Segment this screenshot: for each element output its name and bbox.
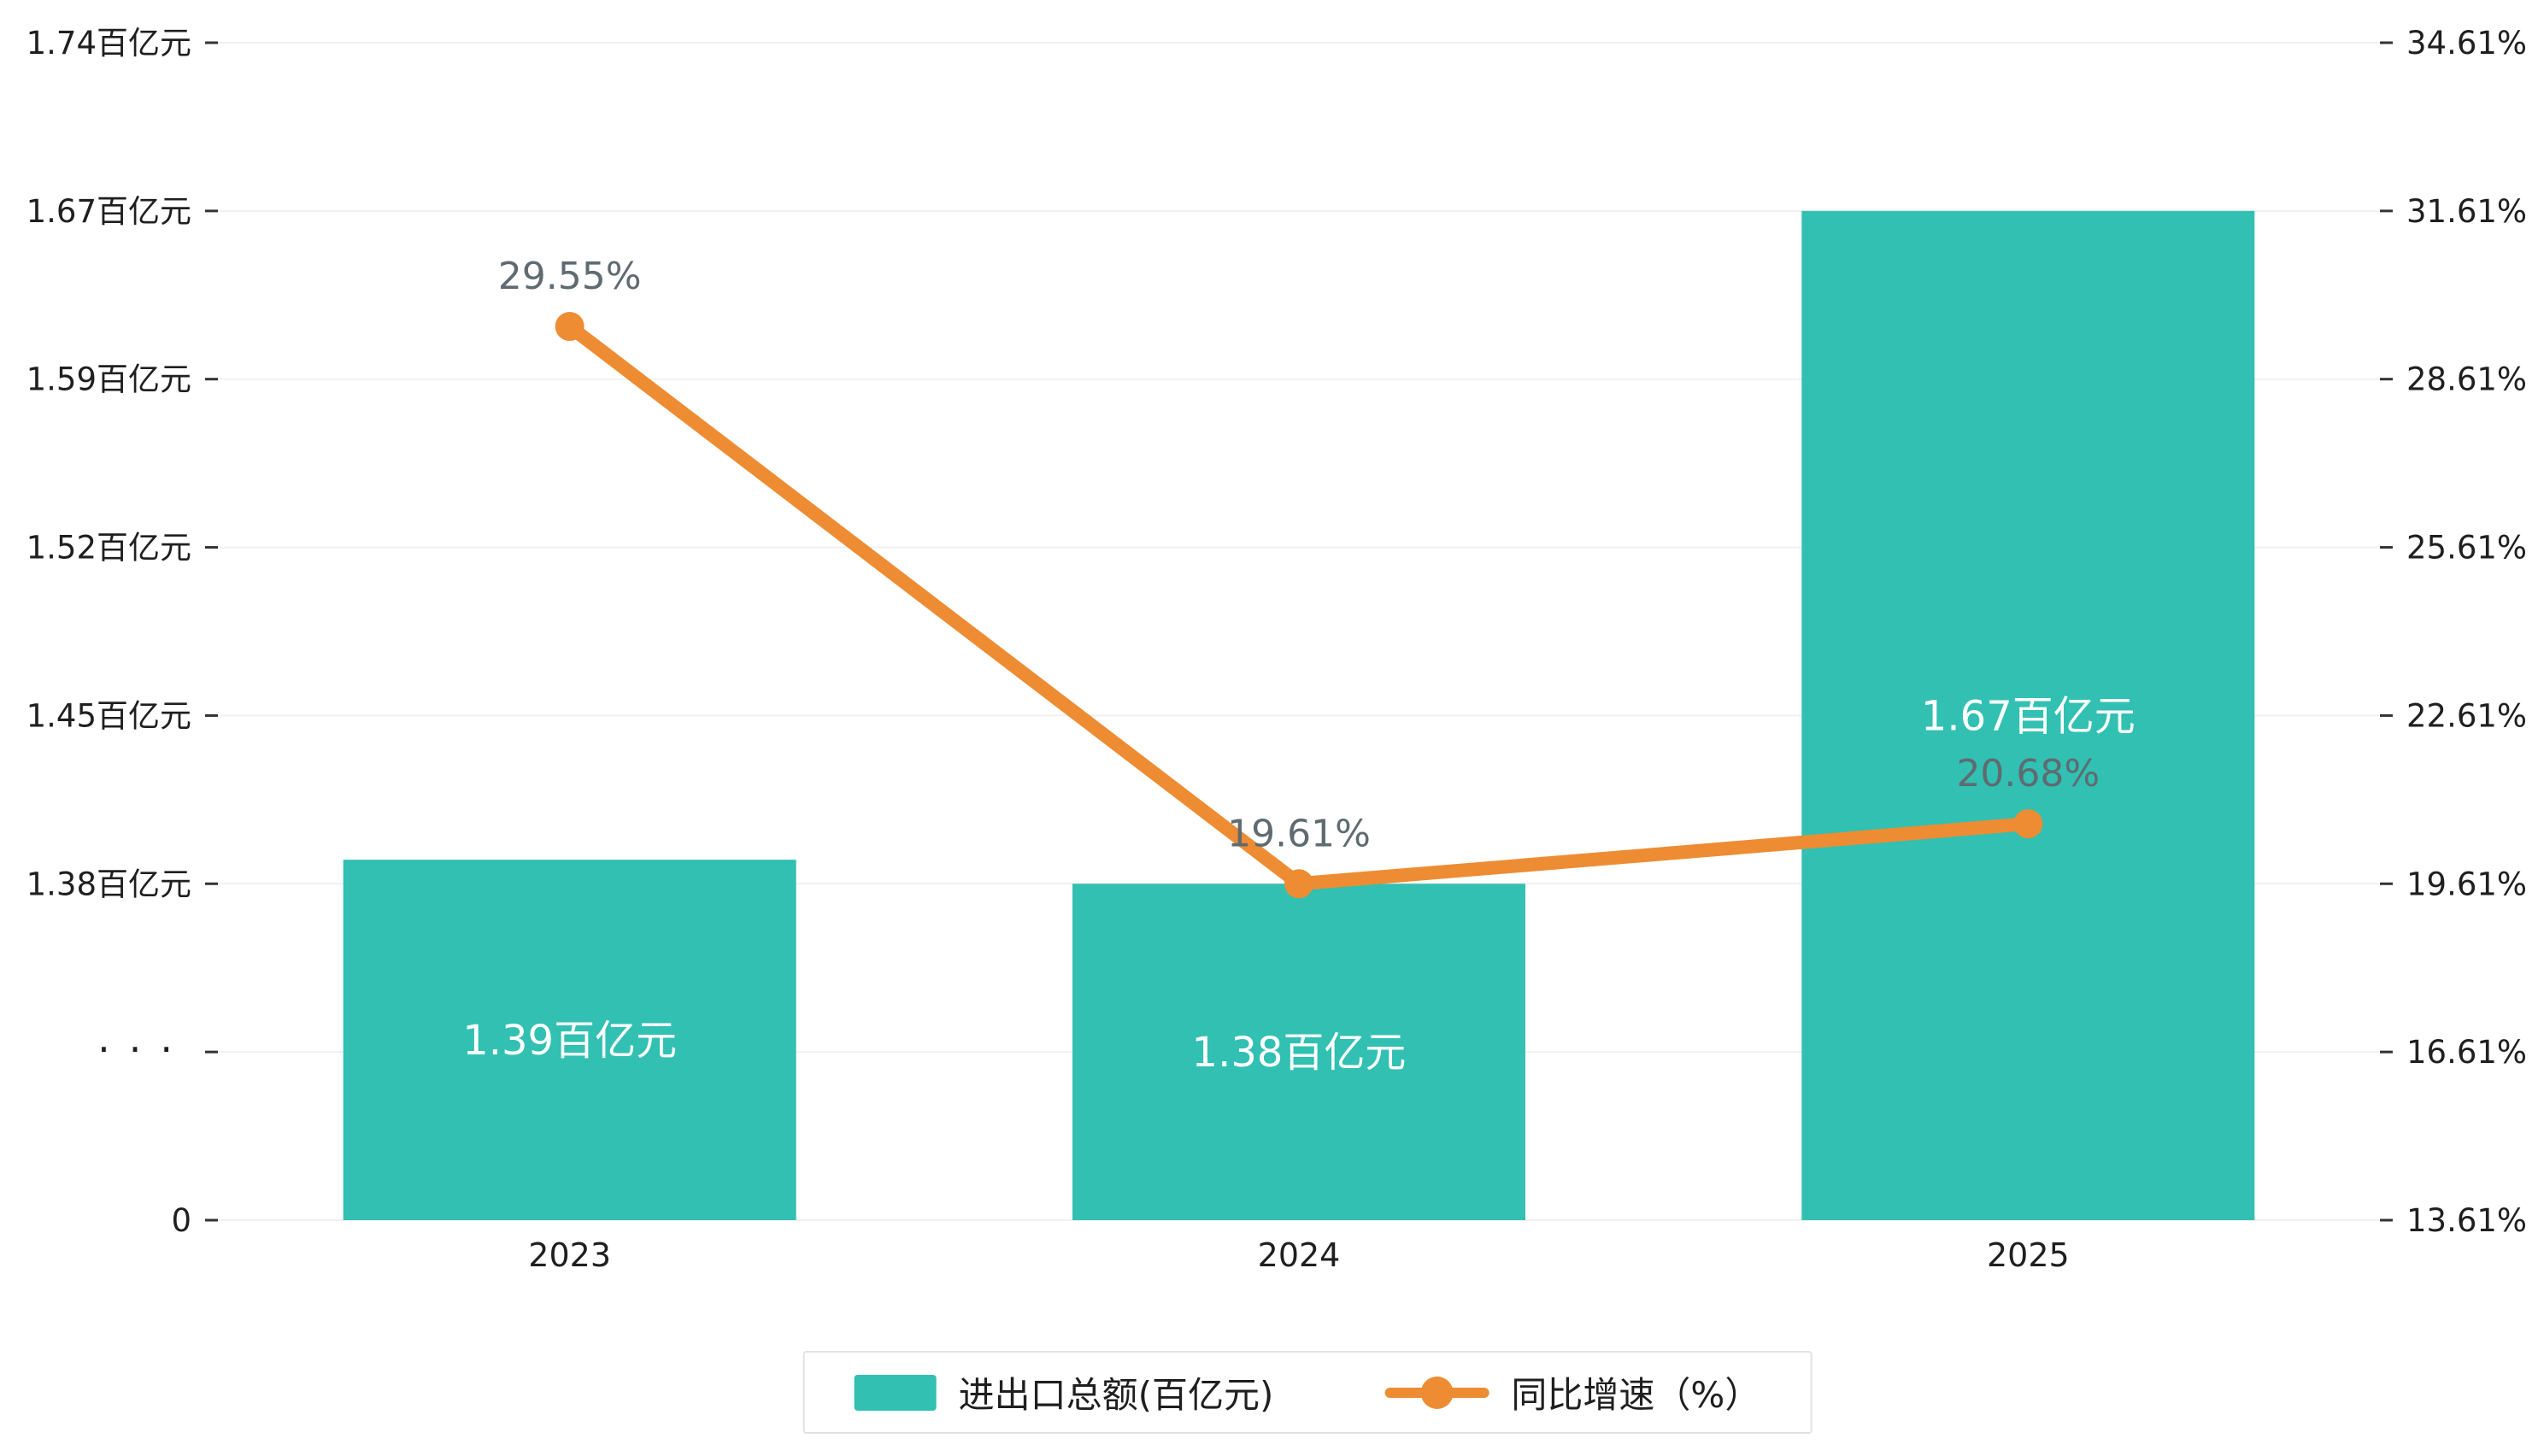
bar-value-label: 1.67百亿元 <box>1921 692 2136 740</box>
right-axis-tick-label: 28.61% <box>2406 361 2527 398</box>
bar-value-label: 1.39百亿元 <box>462 1017 677 1065</box>
left-axis-tick-label: 1.67百亿元 <box>26 193 191 230</box>
right-axis-tick-label: 16.61% <box>2406 1034 2527 1071</box>
legend: 进出口总额(百亿元) 同比增速（%） <box>802 1351 1812 1434</box>
x-axis-label: 2024 <box>1258 1236 1341 1274</box>
line-point-2024[interactable] <box>1284 869 1313 899</box>
right-axis-tick-label: 34.61% <box>2406 25 2527 62</box>
left-axis-tick-label: 1.59百亿元 <box>26 361 191 398</box>
right-axis-tick-label: 31.61% <box>2406 193 2527 230</box>
bar-value-label: 1.38百亿元 <box>1192 1029 1407 1077</box>
line-value-label: 29.55% <box>498 255 642 298</box>
line-point-2023[interactable] <box>555 312 585 342</box>
left-axis-tick-label: 1.74百亿元 <box>26 25 191 62</box>
line-point-2025[interactable] <box>2013 809 2043 839</box>
line-legend-dot-icon <box>1420 1376 1454 1409</box>
left-axis-tick-label: 1.45百亿元 <box>26 697 191 734</box>
x-axis-label: 2023 <box>528 1236 611 1274</box>
left-axis-tick-label: ··· <box>97 1026 191 1072</box>
line-value-label: 19.61% <box>1227 812 1371 855</box>
right-axis-tick-label: 25.61% <box>2406 530 2527 567</box>
bar-legend-swatch <box>854 1374 937 1411</box>
legend-item-line[interactable]: 同比增速（%） <box>1384 1366 1760 1418</box>
right-axis-tick-label: 19.61% <box>2406 866 2527 902</box>
left-axis-tick-label: 0 <box>171 1202 191 1239</box>
line-value-label: 20.68% <box>1956 752 2100 796</box>
line-legend-swatch <box>1384 1376 1489 1409</box>
right-axis-tick-label: 13.61% <box>2406 1202 2527 1239</box>
left-axis-tick-label: 1.52百亿元 <box>26 530 191 567</box>
line-legend-label: 同比增速（%） <box>1511 1374 1761 1416</box>
right-axis-tick-label: 22.61% <box>2406 697 2527 734</box>
bar-2025[interactable] <box>1801 210 2255 1220</box>
legend-item-bar[interactable]: 进出口总额(百亿元) <box>854 1366 1274 1418</box>
bar-2024[interactable] <box>1072 884 1525 1220</box>
bar-legend-label: 进出口总额(百亿元) <box>958 1374 1274 1416</box>
left-axis-tick-label: 1.38百亿元 <box>26 866 191 902</box>
bar-2023[interactable] <box>343 860 796 1220</box>
x-axis-label: 2025 <box>1987 1236 2070 1274</box>
